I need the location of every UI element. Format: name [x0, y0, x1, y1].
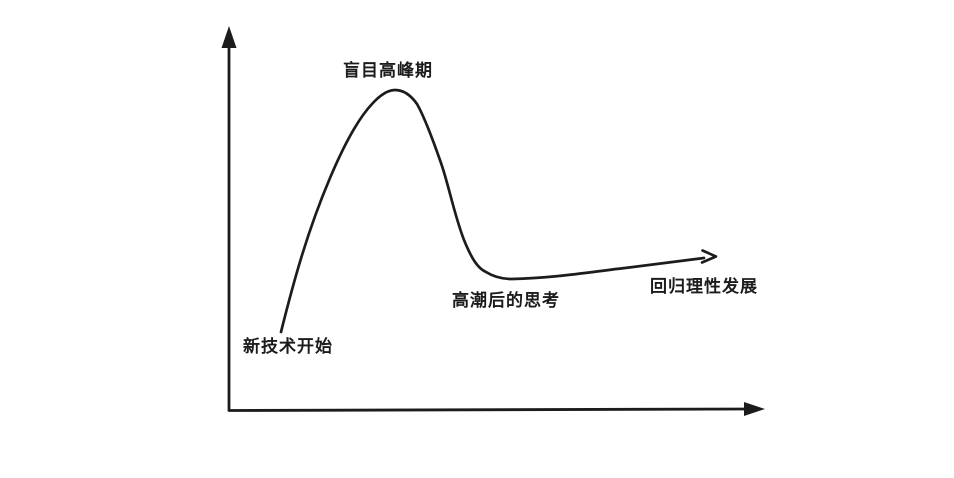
axes-lines	[227, 42, 750, 412]
curve-arrowhead-icon	[700, 249, 718, 264]
label-start: 新技术开始	[243, 337, 333, 356]
label-peak: 盲目高峰期	[343, 61, 433, 80]
y-axis-arrowhead-icon	[221, 26, 237, 48]
hype-curve	[279, 88, 706, 334]
x-axis-arrowhead-icon	[744, 402, 765, 416]
label-recovery: 回归理性发展	[650, 277, 758, 296]
label-trough: 高潮后的思考	[452, 291, 560, 310]
